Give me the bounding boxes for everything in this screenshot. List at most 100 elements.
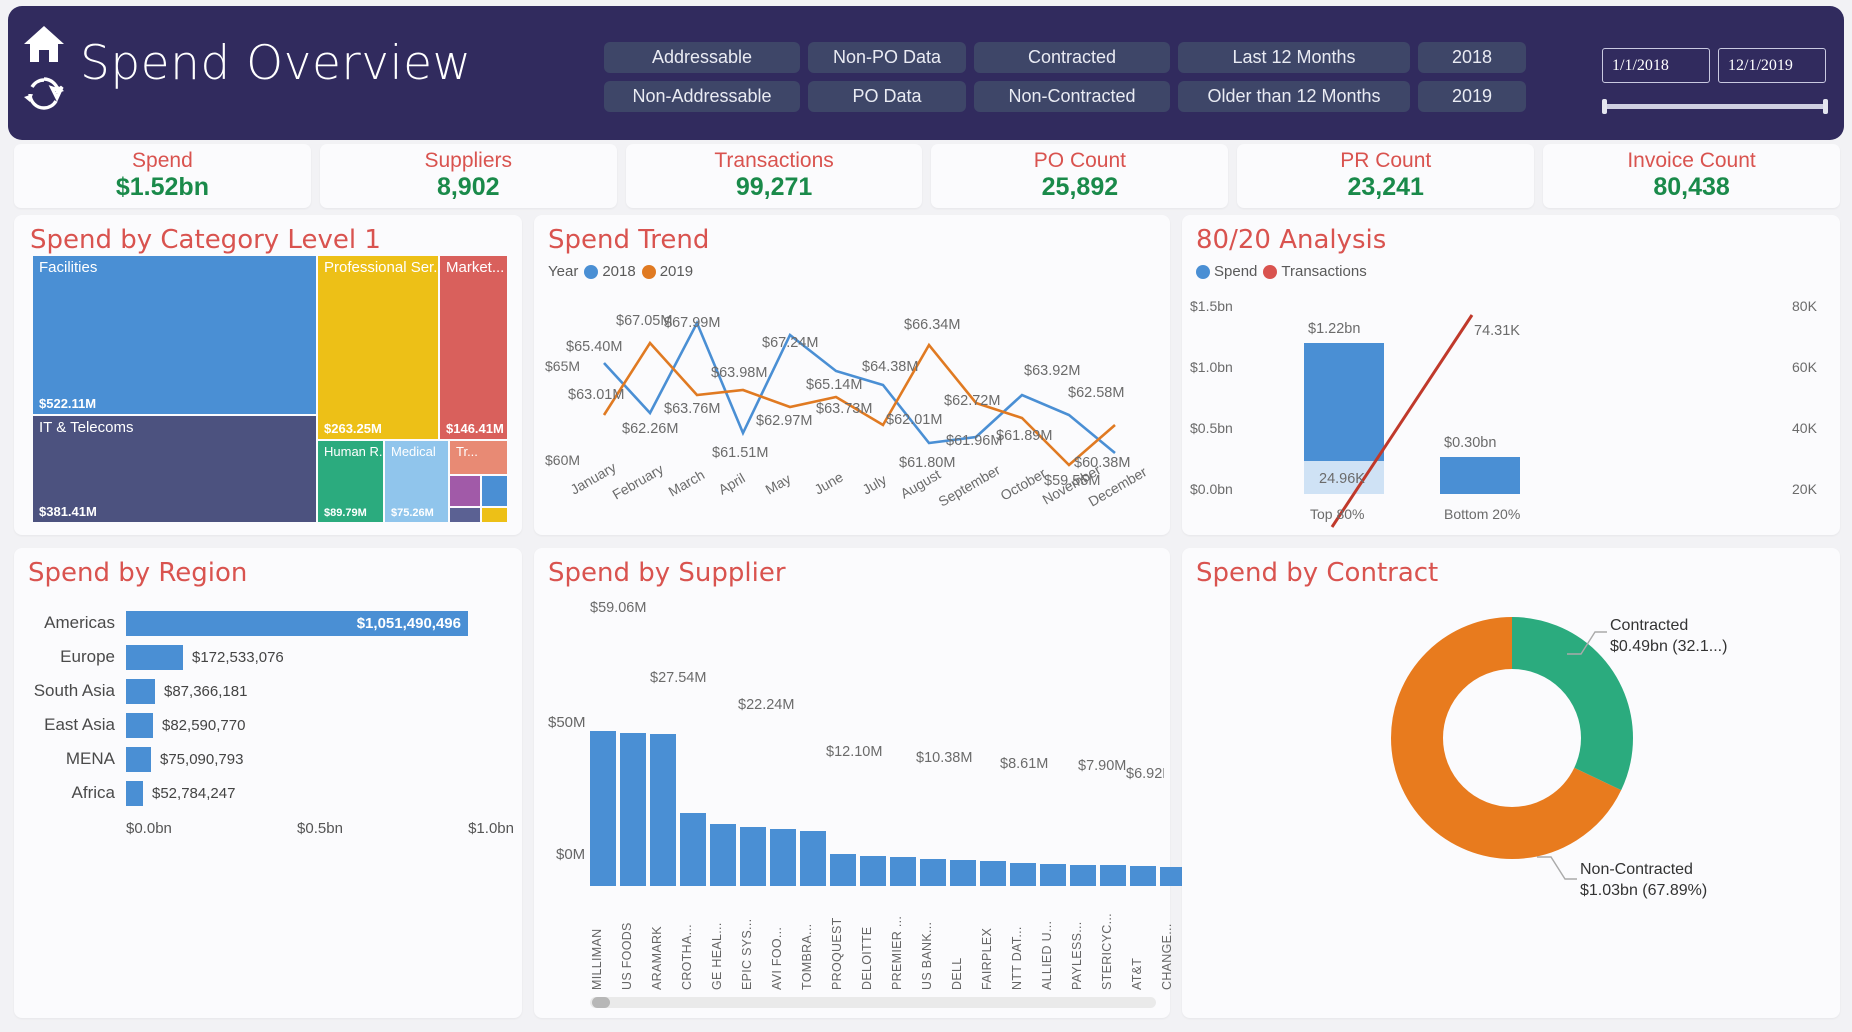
data-label-supplier: $6.92M xyxy=(1126,766,1164,782)
treemap-tile-medical[interactable]: Medical $75.26M xyxy=(384,440,449,523)
region-row-americas[interactable]: Americas $1,051,490,496 xyxy=(26,606,510,640)
supplier-bar[interactable] xyxy=(620,733,646,886)
filter-year-2019[interactable]: 2019 xyxy=(1418,81,1526,112)
treemap-tile-marketing[interactable]: Market... $146.41M xyxy=(439,255,508,440)
region-bar[interactable] xyxy=(126,644,183,670)
date-range-slicer[interactable]: 1/1/2018 12/1/2019 xyxy=(1602,48,1828,114)
region-row-africa[interactable]: Africa $52,784,247 xyxy=(26,776,510,810)
x-tick-label: MILLIMAN xyxy=(590,928,604,990)
kpi-card-po-count[interactable]: PO Count 25,892 xyxy=(931,144,1229,208)
legend-item-2018[interactable]: 2018 xyxy=(584,263,636,280)
slice-value: $0.49bn (32.1...) xyxy=(1610,637,1728,655)
region-row-east-asia[interactable]: East Asia $82,590,770 xyxy=(26,708,510,742)
supplier-horizontal-scrollbar[interactable] xyxy=(590,997,1156,1008)
donut-slice-contracted[interactable] xyxy=(1391,617,1633,859)
region-row-south-asia[interactable]: South Asia $87,366,181 xyxy=(26,674,510,708)
home-icon[interactable] xyxy=(22,24,66,64)
region-value: $75,090,793 xyxy=(160,750,244,768)
right-axis-tick: 40K xyxy=(1792,420,1818,436)
slider-handle-right[interactable] xyxy=(1823,99,1828,114)
x-tick-label: AVI FOO... xyxy=(770,926,784,990)
date-start-input[interactable]: 1/1/2018 xyxy=(1602,48,1710,83)
region-row-europe[interactable]: Europe $172,533,076 xyxy=(26,640,510,674)
x-tick-label: DELL xyxy=(950,957,964,990)
filter-older-than-12-months[interactable]: Older than 12 Months xyxy=(1178,81,1410,112)
x-tick-label: US FOODS xyxy=(620,922,634,990)
kpi-card-pr-count[interactable]: PR Count 23,241 xyxy=(1237,144,1535,208)
legend-item-transactions[interactable]: Transactions xyxy=(1263,263,1367,280)
date-range-slider[interactable] xyxy=(1602,99,1828,114)
slider-track[interactable] xyxy=(1604,104,1826,109)
data-label-2018: $67.24M xyxy=(762,335,818,351)
treemap-tile-human-resources[interactable]: Human R... $89.79M xyxy=(317,440,384,523)
treemap-tile-professional-services[interactable]: Professional Ser... $263.25M xyxy=(317,255,439,440)
supplier-bar[interactable] xyxy=(920,859,946,886)
data-label-supplier: $12.10M xyxy=(826,744,882,760)
supplier-x-axis: MILLIMAN US FOODS ARAMARK CROTHA... GE H… xyxy=(590,890,1246,990)
supplier-bar[interactable] xyxy=(1070,865,1096,886)
supplier-bar[interactable] xyxy=(1040,864,1066,886)
slider-handle-left[interactable] xyxy=(1602,99,1607,114)
kpi-card-suppliers[interactable]: Suppliers 8,902 xyxy=(319,144,617,208)
region-value: $1,051,490,496 xyxy=(356,614,461,632)
supplier-bar[interactable] xyxy=(980,861,1006,886)
supplier-bar[interactable] xyxy=(680,813,706,886)
filter-year-2018[interactable]: 2018 xyxy=(1418,42,1526,73)
supplier-bar[interactable] xyxy=(950,860,976,886)
kpi-card-spend[interactable]: Spend $1.52bn xyxy=(14,144,311,208)
filter-non-addressable[interactable]: Non-Addressable xyxy=(604,81,800,112)
filter-non-po-data[interactable]: Non-PO Data xyxy=(808,42,966,73)
panel-title: 80/20 Analysis xyxy=(1196,225,1387,255)
contract-donut-chart[interactable] xyxy=(1382,608,1642,868)
supplier-bar[interactable] xyxy=(770,829,796,886)
supplier-bar[interactable] xyxy=(740,827,766,886)
treemap-tile-9[interactable] xyxy=(481,475,508,507)
treemap-tile-10[interactable] xyxy=(449,507,481,523)
treemap-tile-8[interactable] xyxy=(449,475,481,507)
supplier-bar[interactable] xyxy=(1010,863,1036,886)
region-row-mena[interactable]: MENA $75,090,793 xyxy=(26,742,510,776)
kpi-card-transactions[interactable]: Transactions 99,271 xyxy=(625,144,923,208)
supplier-bar[interactable] xyxy=(890,857,916,886)
supplier-bar[interactable] xyxy=(1130,866,1156,886)
data-label-supplier: $7.90M xyxy=(1078,758,1126,774)
filter-non-contracted[interactable]: Non-Contracted xyxy=(974,81,1170,112)
date-end-input[interactable]: 12/1/2019 xyxy=(1718,48,1826,83)
filter-addressable[interactable]: Addressable xyxy=(604,42,800,73)
legend-item-2019[interactable]: 2019 xyxy=(641,263,693,280)
refresh-icon[interactable] xyxy=(24,74,64,114)
supplier-bar[interactable] xyxy=(1100,865,1126,886)
data-label-2018: $67.99M xyxy=(664,315,720,331)
treemap-tile-transport[interactable]: Tr... xyxy=(449,440,508,475)
supplier-bar[interactable] xyxy=(800,831,826,886)
pareto-chart[interactable]: $1.5bn $1.0bn $0.5bn $0.0bn 80K 60K 40K … xyxy=(1182,287,1840,535)
x-tick-label: ALLIED U... xyxy=(1040,920,1054,990)
kpi-label: Invoice Count xyxy=(1627,148,1756,172)
region-bar[interactable] xyxy=(126,746,151,772)
data-label-2018: $64.38M xyxy=(862,359,918,375)
treemap-tile-it-telecoms[interactable]: IT & Telecoms $381.41M xyxy=(32,415,317,523)
filter-po-data[interactable]: PO Data xyxy=(808,81,966,112)
region-bar[interactable] xyxy=(126,780,143,806)
x-tick-label: Top 80% xyxy=(1310,506,1364,522)
supplier-bar[interactable] xyxy=(830,854,856,886)
region-value: $87,366,181 xyxy=(164,682,248,700)
supplier-bar[interactable] xyxy=(650,734,676,886)
region-bar[interactable] xyxy=(126,712,153,738)
kpi-card-invoice-count[interactable]: Invoice Count 80,438 xyxy=(1543,144,1840,208)
treemap-tile-facilities[interactable]: Facilities $522.11M xyxy=(32,255,317,415)
supplier-bar[interactable] xyxy=(1160,867,1186,886)
scrollbar-thumb[interactable] xyxy=(592,997,610,1008)
bar-spend-bottom20[interactable] xyxy=(1440,457,1520,494)
supplier-bar[interactable] xyxy=(710,824,736,886)
filter-last-12-months[interactable]: Last 12 Months xyxy=(1178,42,1410,73)
supplier-bar[interactable] xyxy=(860,856,886,886)
treemap-tile-11[interactable] xyxy=(481,507,508,523)
region-bar[interactable] xyxy=(126,678,155,704)
trend-line-chart[interactable]: $65M $60M $63.01M $67.05M $63.76M $63.98… xyxy=(534,285,1170,535)
supplier-bar[interactable] xyxy=(590,731,616,886)
legend-item-spend[interactable]: Spend xyxy=(1196,263,1257,280)
filter-bar: Addressable Non-Addressable Non-PO Data … xyxy=(604,42,1526,112)
region-bar[interactable]: $1,051,490,496 xyxy=(126,610,468,636)
filter-contracted[interactable]: Contracted xyxy=(974,42,1170,73)
